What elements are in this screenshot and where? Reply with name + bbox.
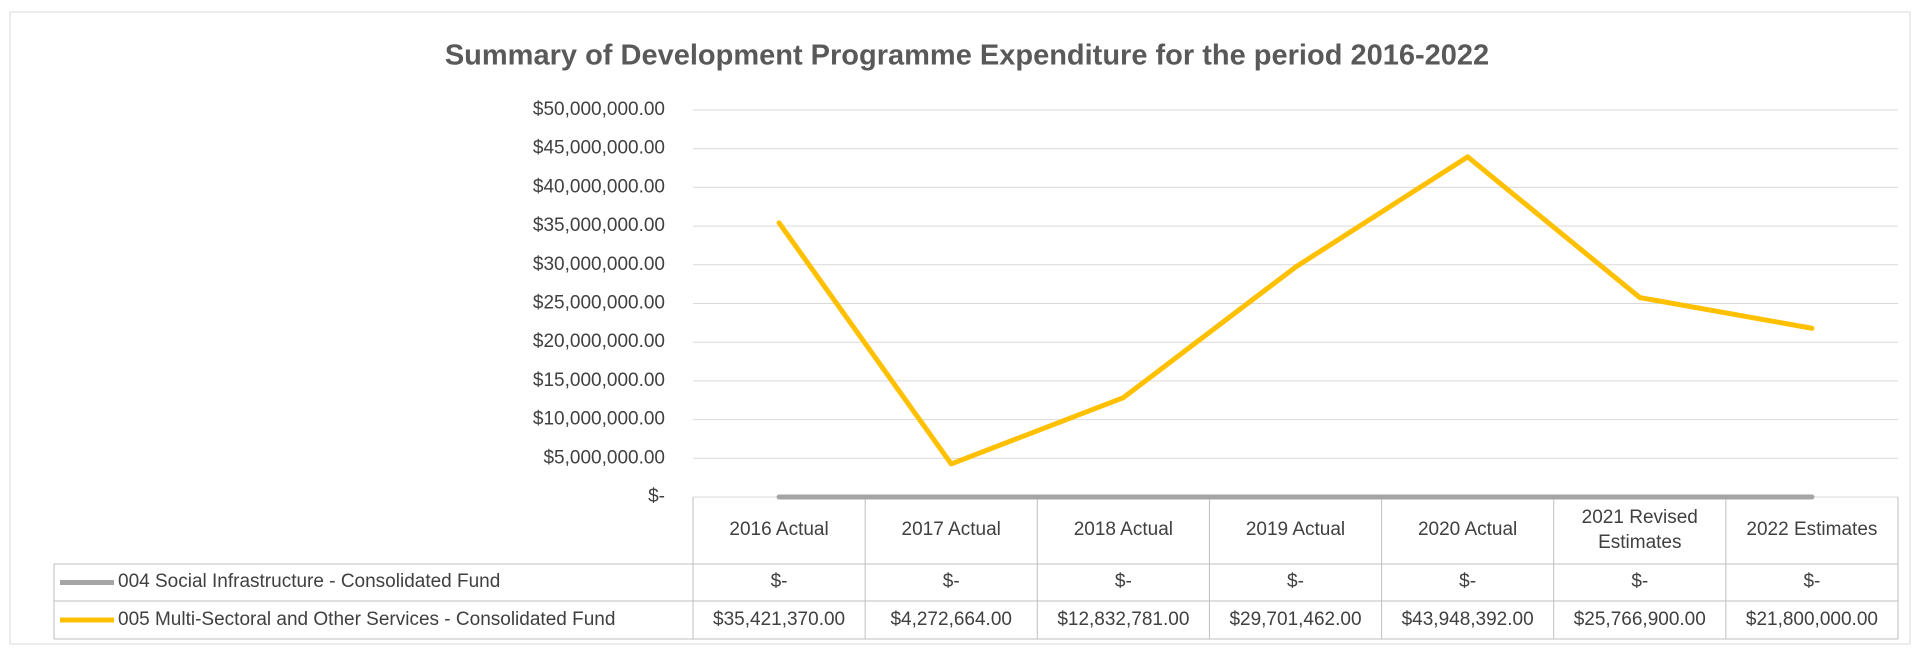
x-tick-label: 2021 Revised Estimates [1581,506,1698,553]
data-label-cell: $- [1114,571,1132,593]
data-label: $43,948,392.00 [1401,608,1534,630]
chart-border [9,11,1911,645]
x-tick-label-cell: 2016 Actual [729,519,829,541]
x-tick-label-cell: 2020 Actual [1417,519,1518,541]
legend-label-cell: 004 Social Infrastructure - Consolidated… [118,571,501,593]
data-label-cell: $25,766,900.00 [1573,608,1706,630]
data-label: $25,766,900.00 [1573,608,1706,630]
chart-title: Summary of Development Programme Expendi… [445,40,1489,72]
data-label-cell: $- [1287,571,1304,593]
y-tick-label: $15,000,000.00 [533,370,665,391]
data-label-cell: $- [942,571,960,593]
y-tick-label: $45,000,000.00 [533,138,665,159]
x-tick-label-cell: 2018 Actual [1073,519,1173,541]
x-tick-label-cell: 2021 Revised Estimates [1581,506,1698,553]
x-tick-label: 2016 Actual [729,519,829,541]
y-tick-label: $30,000,000.00 [533,254,665,275]
data-label: $- [1631,571,1649,593]
data-label: $- [770,571,788,593]
y-tick-label: $40,000,000.00 [533,176,665,197]
data-label: $- [1114,571,1132,593]
data-label: $- [1287,571,1304,593]
x-tick-label: 2018 Actual [1073,519,1173,541]
data-label: $- [942,571,960,593]
data-label-cell: $29,701,462.00 [1229,608,1362,630]
data-label-cell: $12,832,781.00 [1057,608,1190,630]
x-tick-label: 2019 Actual [1245,519,1346,541]
x-tick-label-cell: 2022 Estimates [1746,519,1878,541]
legend-label: 005 Multi-Sectoral and Other Services - … [118,608,616,630]
data-label: $- [1803,571,1821,593]
x-tick-label: 2020 Actual [1417,519,1518,541]
data-label-cell: $43,948,392.00 [1401,608,1534,630]
data-label: $12,832,781.00 [1057,608,1190,630]
data-label-cell: $- [770,571,788,593]
series-line [776,154,1815,467]
x-tick-label: 2017 Actual [901,519,1001,541]
legend-label: 004 Social Infrastructure - Consolidated… [118,571,501,593]
y-tick-label: $10,000,000.00 [533,409,665,430]
data-label: $35,421,370.00 [713,608,846,630]
data-label: $- [1459,571,1477,593]
y-tick-label: $20,000,000.00 [533,331,665,352]
y-tick-label: $- [648,486,665,507]
data-label-cell: $- [1631,571,1649,593]
data-label-cell: $- [1803,571,1821,593]
data-label-cell: $35,421,370.00 [713,608,846,630]
y-tick-label: $50,000,000.00 [533,99,665,120]
data-label-cell: $- [1459,571,1477,593]
y-tick-label: $35,000,000.00 [533,215,665,236]
data-label-cell: $4,272,664.00 [890,608,1012,630]
data-label: $21,800,000.00 [1745,608,1878,630]
data-label: $29,701,462.00 [1229,608,1362,630]
y-tick-label: $5,000,000.00 [543,447,665,468]
x-tick-label-cell: 2017 Actual [901,519,1001,541]
data-label: $4,272,664.00 [890,608,1012,630]
data-label-cell: $21,800,000.00 [1745,608,1878,630]
y-tick-label: $25,000,000.00 [533,293,665,314]
x-tick-label-cell: 2019 Actual [1245,519,1346,541]
x-tick-label: 2022 Estimates [1746,519,1878,541]
legend-label-cell: 005 Multi-Sectoral and Other Services - … [118,608,616,630]
